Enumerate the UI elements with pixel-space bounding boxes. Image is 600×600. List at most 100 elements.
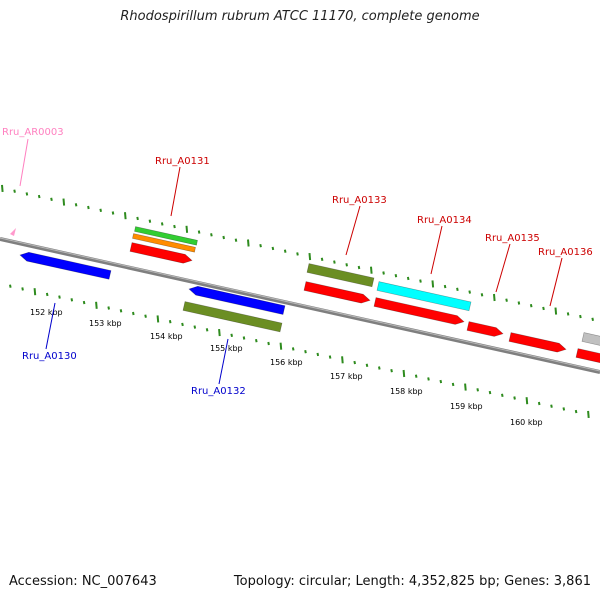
gene-leader-line [430,225,443,275]
scale-tick [119,309,123,313]
scale-tick [156,315,160,323]
gene-label-rru-a0130: Rru_A0130 [22,351,77,362]
scale-tick [562,407,566,411]
scale-label: 158 kbp [390,387,423,396]
scale-tick [456,287,459,291]
scale-tick [414,374,418,378]
gene-leader-line [345,205,361,256]
scale-tick [82,300,86,305]
scale-label: 153 kbp [89,319,122,328]
scale-tick [218,329,221,337]
cog-feature-cyan-a0134 [376,281,472,312]
scale-tick [468,290,471,294]
scale-tick [517,301,521,305]
scale-tick [431,280,435,288]
scale-tick [476,388,479,392]
scale-tick [566,312,570,316]
rna-feature-marker [10,228,16,236]
scale-tick [271,246,275,251]
scale-tick [529,304,533,308]
cog-feature-orange [132,233,196,253]
scale-tick [357,265,361,270]
scale-label: 154 kbp [150,332,183,341]
scale-tick [328,355,332,359]
scale-tick [1,184,4,192]
scale-tick [13,189,16,193]
cog-feature-grey-right-edge [581,332,600,346]
scale-tick [291,347,295,351]
scale-tick [95,301,98,309]
gene-label-rru-a0134: Rru_A0134 [417,215,472,226]
scale-tick [345,263,348,267]
scale-tick [443,284,447,289]
scale-tick [173,224,176,229]
feature-layer [10,226,600,364]
scale-tick [230,333,233,337]
scale-tick [316,352,320,357]
scale-tick [464,383,467,391]
scale-tick [74,203,78,207]
scale-tick [50,197,53,201]
scale-tick [308,253,312,261]
scale-tick [255,339,258,343]
scale-tick [406,276,410,281]
scale-tick [279,342,283,350]
scale-tick [542,306,545,311]
scale-ticks-bottom [9,284,590,418]
scale-tick [247,239,250,247]
cog-feature-green [134,226,198,246]
scale-tick [87,205,90,210]
scale-tick [480,293,484,297]
scale-tick [234,238,238,242]
cog-feature-olive-a0133 [306,263,375,288]
cds-feature-right-edge [575,348,600,364]
gene-label-rru-a0131: Rru_A0131 [155,156,210,167]
scale-label: 152 kbp [30,308,63,317]
map-title: Rhodospirillum rubrum ATCC 11170, comple… [120,9,480,24]
scale-tick [365,363,369,367]
scale-tick [193,325,197,329]
scale-tick [579,314,582,319]
scale-tick [37,194,41,199]
scale-tick [488,390,492,395]
scale-tick [378,366,381,370]
scale-tick [427,377,430,381]
scale-tick [33,288,37,296]
scale-tick [242,336,246,340]
scale-tick [394,274,398,278]
scale-tick [370,266,373,274]
accession-text: Accession: NC_007643 [9,574,157,589]
scale-tick [501,393,504,397]
scale-tick [505,298,508,302]
scale-tick [419,279,422,283]
scale-label: 159 kbp [450,402,483,411]
gene-label-rru-a0132: Rru_A0132 [191,386,246,397]
scale-tick [390,369,393,373]
gene-leader-line [19,138,29,187]
scale-label: 160 kbp [510,418,543,427]
scale-tick [160,222,164,226]
scale-tick [296,252,299,256]
gene-label-rru-a0133: Rru_A0133 [332,195,387,206]
scale-tick [283,249,287,253]
gene-label-rru-a0136: Rru_A0136 [538,247,593,258]
scale-tick [62,198,66,206]
scale-tick [185,225,189,233]
scale-tick [320,257,324,261]
gene-leader-line [218,338,229,385]
scale-tick [574,409,578,414]
cds-feature-a0130 [19,251,112,280]
gene-leader-line [170,166,181,217]
scale-tick [181,322,184,327]
genome-backbone-highlight [0,237,600,372]
cds-feature-a0133 [303,281,371,304]
scale-tick [21,287,24,291]
scale-tick [144,314,147,318]
scale-tick [111,211,115,215]
scale-tick [9,284,12,288]
scale-tick [124,212,127,220]
scale-tick [304,350,307,354]
cds-feature-a0131 [129,242,193,264]
scale-tick [58,295,61,299]
scale-tick [107,306,110,310]
